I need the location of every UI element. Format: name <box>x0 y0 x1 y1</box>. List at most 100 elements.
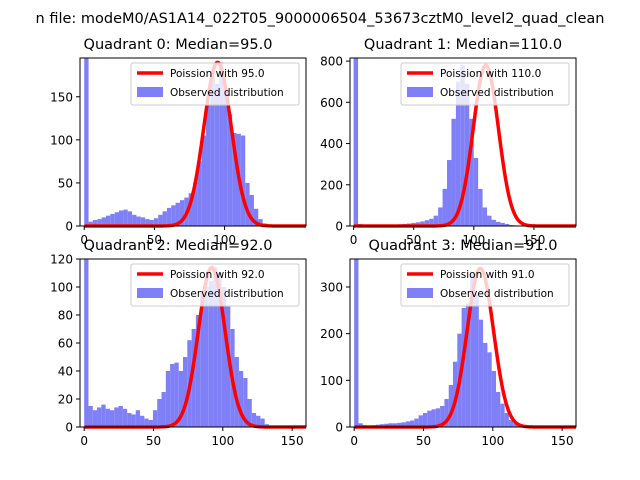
legend-box <box>130 263 300 307</box>
legend-hist-swatch <box>137 87 163 97</box>
histogram-bar <box>256 415 261 427</box>
histogram-bar <box>204 287 209 427</box>
histogram-bar <box>219 62 224 227</box>
axes: 0 50 100 150 0 100 200 300 <box>320 258 577 448</box>
x-tick-label: 50 <box>406 233 421 247</box>
histogram-bar <box>84 259 89 427</box>
histogram-bar <box>504 413 509 427</box>
x-tick-label: 150 <box>551 434 574 448</box>
histogram-bar <box>478 188 483 226</box>
histogram-bar <box>444 399 449 427</box>
histogram-bar <box>435 408 441 427</box>
histogram-bar <box>392 423 398 427</box>
histogram-bar <box>464 83 470 227</box>
histogram-bar <box>243 378 248 427</box>
figure-suptitle: n file: modeM0/AS1A14_022T05_9000006504_… <box>36 11 605 27</box>
histogram-bar <box>487 215 492 226</box>
histogram-bar <box>401 422 406 427</box>
histogram-bar <box>238 371 244 427</box>
histogram-bar <box>354 259 359 427</box>
histogram-bar <box>415 222 421 226</box>
x-tick-label: 150 <box>281 434 304 448</box>
histogram-bar <box>127 413 132 427</box>
histogram-bar <box>140 415 145 427</box>
histogram-bar <box>495 221 501 226</box>
histogram-bar <box>193 182 198 226</box>
y-tick-label: 0 <box>65 220 73 234</box>
histogram-bar <box>442 188 448 226</box>
histogram-bar <box>438 207 443 226</box>
x-tick-label: 0 <box>350 233 358 247</box>
histogram-bar <box>483 343 488 427</box>
histogram-bar <box>114 407 119 427</box>
histogram-bar <box>135 410 141 427</box>
histogram-bar <box>161 392 166 427</box>
histogram-bar <box>513 423 518 427</box>
histogram-bar <box>201 135 207 226</box>
x-tick-label: 100 <box>213 233 236 247</box>
histogram-bar <box>162 211 167 226</box>
x-tick-label: 0 <box>80 434 88 448</box>
panel-title: Quadrant 3: Median=91.0 <box>369 238 558 254</box>
histogram-bar <box>460 65 465 227</box>
histogram-bar <box>118 406 123 427</box>
histogram-bar <box>482 207 488 226</box>
y-tick-label: 100 <box>50 133 73 147</box>
legend-line-label: Poission with 110.0 <box>440 68 541 80</box>
histogram-bar <box>470 273 475 427</box>
x-tick-label: 100 <box>211 434 234 448</box>
y-tick-label: 200 <box>320 178 343 192</box>
y-tick-label: 400 <box>320 137 343 151</box>
histogram-bar <box>504 223 510 226</box>
legend-hist-label: Observed distribution <box>440 288 554 300</box>
legend-hist-label: Observed distribution <box>170 288 284 300</box>
histogram-bar <box>114 212 120 226</box>
histogram-bar <box>227 114 233 226</box>
legend: Poission with 95.0 Observed distribution <box>130 62 300 106</box>
y-tick-label: 100 <box>320 374 343 388</box>
histogram-bar <box>491 219 496 226</box>
histogram-bar <box>465 303 471 427</box>
histogram-bar <box>152 410 158 427</box>
histogram-bar <box>149 219 154 226</box>
histogram-bar <box>433 215 439 226</box>
panel-quadrant-2: 0 50 100 150 0 20 40 60 80 100 120 Poission with 9… <box>50 238 307 448</box>
x-tick-label: 50 <box>416 434 431 448</box>
histogram-bar <box>105 215 111 226</box>
panel-title: Quadrant 2: Median=92.0 <box>84 238 273 254</box>
histogram-bar <box>140 217 146 226</box>
histogram-bar <box>461 308 466 427</box>
histogram-bar <box>247 399 252 427</box>
histogram-bar <box>88 221 93 226</box>
legend: Poission with 110.0 Observed distributio… <box>400 62 570 106</box>
histogram-bar <box>136 216 141 226</box>
legend-box <box>400 263 570 307</box>
histogram-bar <box>424 220 430 226</box>
y-tick-label: 600 <box>320 96 343 110</box>
legend-line-label: Poission with 95.0 <box>170 68 265 80</box>
histogram-bar <box>119 210 124 226</box>
histogram-bar <box>427 410 432 427</box>
histogram-bar <box>175 202 180 226</box>
y-tick-label: 120 <box>50 253 73 267</box>
histogram-bar <box>478 319 484 427</box>
legend-hist-swatch <box>407 87 433 97</box>
histogram-bar <box>258 219 263 226</box>
histogram-bar <box>448 385 454 427</box>
histogram-bar <box>217 273 222 427</box>
histogram-bar <box>197 161 202 226</box>
axes-frame <box>349 57 577 227</box>
histogram-bar <box>496 392 501 427</box>
histogram-bar <box>178 371 184 427</box>
histogram-bar <box>153 218 159 226</box>
x-tick-label: 0 <box>350 434 358 448</box>
histogram-bar <box>88 406 93 427</box>
histogram-bar <box>469 118 474 226</box>
legend: Poission with 91.0 Observed distribution <box>400 263 570 307</box>
histogram-bar <box>166 207 172 226</box>
histogram-bar <box>491 371 496 427</box>
histogram-bar <box>208 281 214 427</box>
histogram-bar <box>500 403 505 427</box>
y-tick-label: 0 <box>65 421 73 435</box>
y-tick-label: 150 <box>50 90 73 104</box>
